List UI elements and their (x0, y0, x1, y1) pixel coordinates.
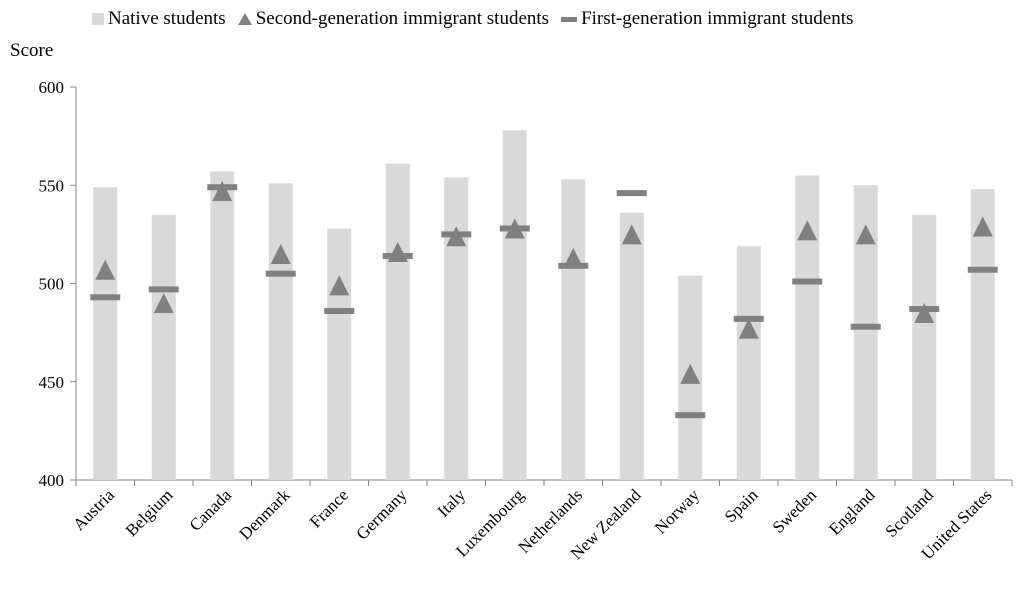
bar-native-denmark (268, 183, 293, 480)
marker-second-generation-canada (212, 181, 233, 202)
legend-item-second-generation: Second-generation immigrant students (237, 8, 550, 30)
legend-label-second-generation: Second-generation immigrant students (255, 8, 550, 29)
bar-native-germany (385, 163, 410, 480)
legend-label-native: Native students (108, 8, 226, 29)
marker-first-generation-luxembourg (499, 225, 530, 232)
y-tick-label: 450 (39, 373, 65, 392)
marker-first-generation-belgium (148, 286, 179, 293)
marker-first-generation-sweden (792, 278, 823, 285)
y-tick-label: 550 (39, 176, 65, 195)
x-tick-label: Italy (434, 485, 470, 521)
bar-native-united-states (970, 189, 995, 480)
bar-native-scotland (912, 214, 937, 480)
marker-second-generation-scotland (914, 302, 935, 323)
legend-label-first-generation: First-generation immigrant students (581, 8, 854, 29)
marker-second-generation-norway (680, 363, 701, 384)
marker-second-generation-united-states (972, 216, 993, 237)
bar-native-netherlands (561, 179, 586, 481)
marker-first-generation-austria (90, 294, 121, 301)
bar-native-luxembourg (502, 130, 527, 481)
marker-first-generation-canada (207, 184, 238, 191)
marker-first-generation-spain (733, 315, 764, 322)
y-tick-label: 500 (39, 275, 65, 294)
marker-first-generation-italy (441, 231, 472, 238)
bar-native-canada (210, 171, 235, 480)
bar-native-italy (444, 177, 469, 480)
marker-first-generation-france (324, 308, 355, 315)
y-tick-label: 600 (39, 78, 65, 97)
x-tick-label: Denmark (235, 485, 294, 544)
marker-second-generation-new-zealand (621, 224, 642, 245)
marker-first-generation-scotland (909, 306, 940, 313)
marker-first-generation-germany (382, 252, 413, 259)
y-tick-label: 400 (39, 471, 65, 490)
x-tick-label: Canada (186, 485, 236, 535)
x-tick-label: Scotland (882, 485, 938, 541)
marker-second-generation-sweden (797, 220, 818, 241)
x-tick-label: Sweden (769, 485, 821, 537)
x-tick-label: Belgium (122, 485, 177, 540)
bar-native-belgium (151, 214, 176, 480)
bar-native-new-zealand (619, 212, 644, 480)
bar-native-france (327, 228, 352, 480)
legend-triangle-icon (237, 13, 252, 25)
bar-native-spain (736, 246, 761, 480)
marker-first-generation-england (850, 323, 881, 330)
x-tick-label: Norway (651, 485, 704, 538)
legend-swatch-native (92, 13, 104, 25)
marker-first-generation-denmark (265, 270, 296, 277)
y-axis-title: Score (10, 40, 53, 61)
marker-second-generation-austria (95, 259, 116, 280)
x-tick-label: France (306, 485, 352, 531)
marker-second-generation-france (329, 275, 350, 296)
bar-native-austria (93, 187, 118, 480)
marker-first-generation-new-zealand (616, 190, 647, 197)
legend-item-native: Native students (92, 8, 226, 30)
marker-second-generation-england (855, 224, 876, 245)
x-tick-label: Austria (69, 485, 118, 534)
marker-first-generation-norway (675, 412, 706, 419)
legend-dash-icon (561, 16, 578, 22)
x-tick-label: Germany (352, 485, 411, 544)
legend-item-first-generation: First-generation immigrant students (561, 8, 853, 30)
marker-second-generation-denmark (270, 243, 291, 264)
x-tick-label: England (825, 485, 879, 539)
marker-first-generation-united-states (967, 266, 998, 273)
x-tick-label: Spain (721, 485, 762, 526)
chart-legend: Native students Second-generation immigr… (92, 6, 865, 32)
marker-first-generation-netherlands (558, 262, 589, 269)
marker-second-generation-spain (738, 318, 759, 339)
marker-second-generation-belgium (153, 293, 174, 314)
